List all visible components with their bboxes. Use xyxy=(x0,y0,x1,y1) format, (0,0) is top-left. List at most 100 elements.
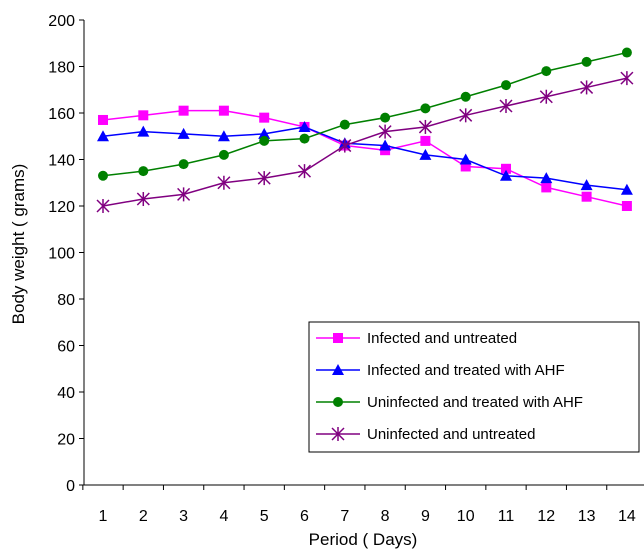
data-point xyxy=(580,179,593,191)
series-3 xyxy=(98,47,632,181)
x-tick-label: 4 xyxy=(219,508,228,525)
x-tick-label: 8 xyxy=(381,508,390,525)
y-ticks: 0 20 40 60 80 100 120 140 160 180 200 xyxy=(48,13,84,495)
legend-box xyxy=(308,321,640,453)
data-point xyxy=(297,164,312,179)
data-point xyxy=(581,56,592,67)
data-point xyxy=(501,80,511,91)
data-point xyxy=(259,112,270,123)
series-line xyxy=(102,126,627,191)
x-tick-label: 14 xyxy=(618,508,636,525)
x-tick-label: 2 xyxy=(139,508,148,525)
data-point xyxy=(97,130,109,142)
y-tick-label: 60 xyxy=(57,339,75,356)
data-point xyxy=(257,171,271,186)
data-point xyxy=(218,105,229,116)
legend-item: Uninfected and treated with AHF xyxy=(316,394,583,411)
x-tick-label: 6 xyxy=(300,508,309,525)
x-tick-label: 9 xyxy=(421,508,430,525)
data-point xyxy=(218,149,229,160)
data-point xyxy=(499,99,513,114)
data-point xyxy=(539,89,553,104)
data-point xyxy=(541,66,552,77)
series-line xyxy=(102,77,628,207)
legend-item: Infected and treated with AHF xyxy=(316,362,565,379)
data-point xyxy=(378,124,392,139)
y-tick-label: 180 xyxy=(48,60,75,77)
y-tick-label: 200 xyxy=(48,13,75,30)
x-tick-label: 5 xyxy=(260,508,269,525)
data-point xyxy=(299,133,310,144)
data-point xyxy=(338,138,352,153)
legend-marker xyxy=(333,333,343,343)
data-point xyxy=(621,201,632,211)
y-tick-label: 140 xyxy=(48,153,75,170)
x-tick-label: 12 xyxy=(537,508,555,525)
data-point xyxy=(418,119,432,134)
y-tick-label: 40 xyxy=(57,385,75,402)
x-tick-label: 10 xyxy=(457,508,475,525)
series-layer xyxy=(96,47,634,213)
y-tick-label: 20 xyxy=(57,432,75,449)
y-tick-label: 120 xyxy=(48,199,75,216)
data-point xyxy=(541,182,552,193)
data-point xyxy=(217,175,231,190)
data-point xyxy=(419,148,432,160)
y-tick-label: 0 xyxy=(66,478,75,495)
data-point xyxy=(379,139,392,151)
x-tick-label: 7 xyxy=(340,508,349,525)
data-point xyxy=(501,163,511,174)
y-tick-label: 160 xyxy=(48,106,75,123)
data-point xyxy=(380,112,391,123)
data-point xyxy=(259,135,270,146)
y-tick-label: 80 xyxy=(57,292,75,309)
x-tick-label: 11 xyxy=(498,508,515,525)
x-axis-title: Period ( Days) xyxy=(309,530,418,549)
data-point xyxy=(177,187,191,202)
data-point xyxy=(217,130,230,142)
data-point xyxy=(258,127,271,139)
legend-marker xyxy=(333,397,343,407)
legend-label: Uninfected and treated with AHF xyxy=(367,394,583,411)
data-point xyxy=(459,153,472,165)
data-point xyxy=(98,114,108,125)
data-point xyxy=(500,169,512,181)
legend-label: Infected and treated with AHF xyxy=(367,362,565,379)
data-point xyxy=(98,170,108,181)
data-point xyxy=(138,110,149,121)
data-point xyxy=(177,127,190,139)
data-point xyxy=(178,159,189,170)
data-point xyxy=(136,192,150,207)
series-line xyxy=(102,109,628,207)
data-point xyxy=(420,103,431,114)
legend-marker xyxy=(331,427,345,441)
data-point xyxy=(137,125,150,137)
y-tick-label: 100 xyxy=(48,246,75,263)
legend-label: Infected and untreated xyxy=(367,330,517,347)
data-point xyxy=(96,199,110,213)
data-point xyxy=(460,91,471,102)
data-point xyxy=(138,166,149,177)
legend-marker xyxy=(332,364,344,375)
series-2 xyxy=(97,120,633,195)
data-point xyxy=(620,71,634,86)
y-axis-title: Body weight ( grams) xyxy=(9,164,28,325)
legend-label: Uninfected and untreated xyxy=(367,426,535,443)
data-point xyxy=(540,172,553,184)
data-point xyxy=(459,108,473,123)
data-point xyxy=(339,119,350,130)
legend: Infected and untreated Infected and treat… xyxy=(308,321,640,453)
data-point xyxy=(420,135,431,146)
x-tick-label: 1 xyxy=(99,508,108,525)
x-ticks: 1 2 3 4 5 6 7 8 9 10 11 12 13 14 xyxy=(82,485,636,525)
x-tick-label: 13 xyxy=(578,508,596,525)
data-point xyxy=(580,80,594,95)
data-point xyxy=(620,183,633,195)
x-tick-label: 3 xyxy=(179,508,188,525)
series-line xyxy=(102,51,628,177)
legend-item: Infected and untreated xyxy=(316,330,517,347)
legend-item: Uninfected and untreated xyxy=(316,426,535,443)
data-point xyxy=(621,47,632,58)
data-point xyxy=(581,191,592,202)
